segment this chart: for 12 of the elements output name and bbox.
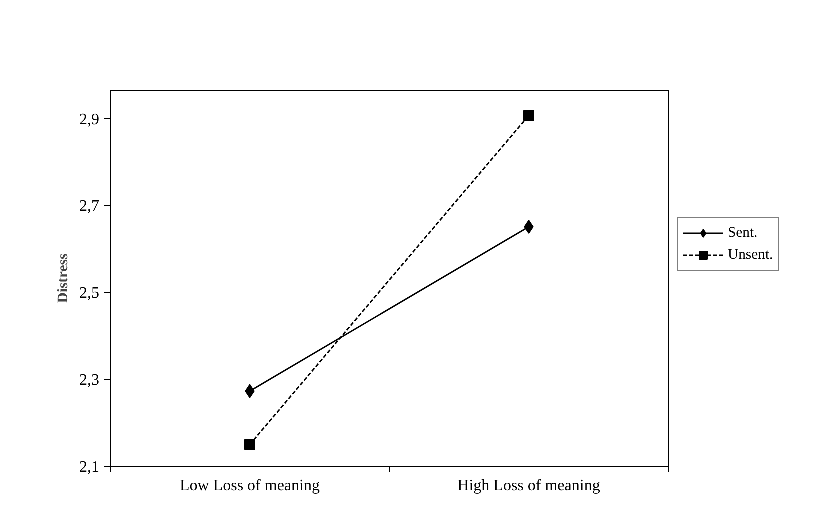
legend-label: Unsent. [728,246,774,264]
y-tick-label: 2,3 [80,372,100,390]
point [524,110,534,122]
y-tick-label: 2,1 [80,459,100,476]
legend-label: Sent. [728,224,758,242]
y-axis-title: Distress [56,254,72,304]
x-tick-label: High Loss of meaning [458,478,600,494]
y-tick-label: 2,5 [80,285,100,302]
y-tick-label: 2,7 [80,198,100,216]
point [244,439,256,450]
y-tick-label: 2,9 [80,111,100,128]
x-tick-label: Low Loss of meaning [180,478,320,494]
